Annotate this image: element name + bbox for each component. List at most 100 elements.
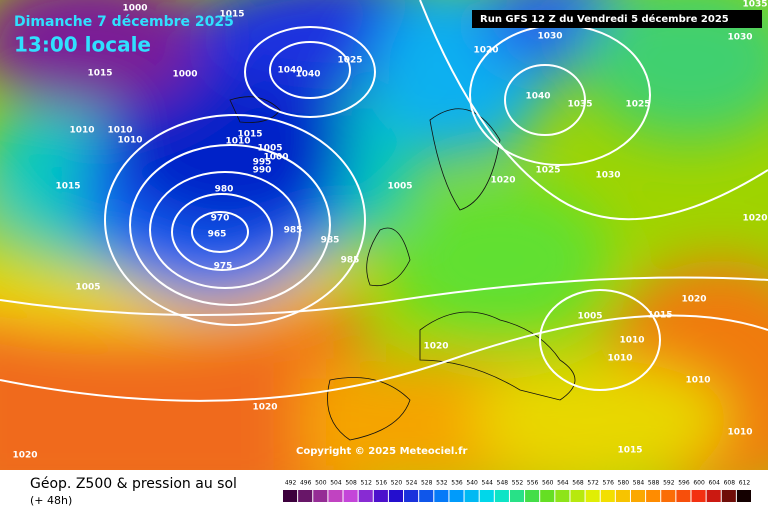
- legend-label: 572: [587, 480, 599, 487]
- isobar-label: 1010: [69, 126, 94, 136]
- isobar-label: 1015: [617, 446, 642, 456]
- legend-swatch: [525, 490, 540, 502]
- isobar-label: 1005: [387, 182, 412, 192]
- isobar-label: 1005: [257, 144, 282, 154]
- legend-swatch: [736, 490, 751, 502]
- legend-swatch: [373, 490, 388, 502]
- isobar-label: 1010: [685, 376, 710, 386]
- isobar-label: 990: [253, 166, 272, 176]
- legend-swatch: [615, 490, 630, 502]
- legend-label: 612: [739, 480, 751, 487]
- legend-swatch: [283, 490, 298, 502]
- isobar-label: 1010: [619, 336, 644, 346]
- isobar-label: 1000: [263, 153, 288, 163]
- legend-swatch: [328, 490, 343, 502]
- isobar-label: 1030: [537, 32, 562, 42]
- isobar-label: 1040: [295, 70, 320, 80]
- isobar-label: 1020: [681, 295, 706, 305]
- isobar-label: 1010: [607, 354, 632, 364]
- isobar-label: 985: [341, 256, 360, 266]
- legend-swatch: [555, 490, 570, 502]
- isobar-label: 970: [211, 214, 230, 224]
- isobar-label: 1020: [490, 176, 515, 186]
- isobar-label: 1015: [55, 182, 80, 192]
- legend-label: 524: [406, 480, 418, 487]
- legend-swatch: [479, 490, 494, 502]
- legend-swatch: [449, 490, 464, 502]
- legend-swatch: [358, 490, 373, 502]
- isobars: [0, 0, 768, 402]
- isobar-label: 1015: [219, 10, 244, 20]
- isobar-label: 1020: [423, 342, 448, 352]
- legend-label: 516: [376, 480, 388, 487]
- isobar-label: 1000: [122, 4, 147, 14]
- isobar-label: 1020: [742, 214, 767, 224]
- isobar-label: 1025: [535, 166, 560, 176]
- legend-swatch: [721, 490, 736, 502]
- legend-swatch: [600, 490, 615, 502]
- legend-label: 588: [648, 480, 660, 487]
- legend-swatch: [343, 490, 358, 502]
- legend-swatch: [388, 490, 404, 502]
- isobar-label: 1040: [525, 92, 550, 102]
- legend-swatch: [570, 490, 585, 502]
- legend-label: 512: [360, 480, 372, 487]
- legend-label: 508: [345, 480, 357, 487]
- legend-label: 500: [315, 480, 327, 487]
- legend-swatch: [661, 490, 676, 502]
- footer-title: Géop. Z500 & pression au sol: [30, 476, 237, 492]
- isobar-label: 1040: [277, 66, 302, 76]
- legend-label: 548: [497, 480, 509, 487]
- legend-label: 532: [436, 480, 448, 487]
- legend-swatch: [706, 490, 721, 502]
- coastlines: [229, 96, 576, 441]
- legend-swatch: [494, 490, 509, 502]
- isobar-label: 1015: [647, 311, 672, 321]
- legend-label: 536: [451, 480, 463, 487]
- footer-lead: (+ 48h): [30, 494, 72, 507]
- isobar-label: 985: [321, 236, 340, 246]
- run-box: [472, 10, 762, 28]
- isobar-label: 1030: [595, 171, 620, 181]
- legend-label: 552: [512, 480, 524, 487]
- legend-swatch: [419, 490, 434, 502]
- isobar-label: 1010: [225, 137, 250, 147]
- legend-swatch: [646, 490, 661, 502]
- isobar-label: 1035: [742, 0, 767, 10]
- legend-label: 492: [285, 480, 297, 487]
- isobar-label: 1015: [87, 69, 112, 79]
- isobar-label: 1035: [567, 100, 592, 110]
- legend-label: 576: [603, 480, 615, 487]
- color-legend: 492 496 500 504 508 512 516 520 524 528 532 536 540 5…: [283, 480, 751, 502]
- legend-swatch: [313, 490, 328, 502]
- isobar-label: 1020: [473, 46, 498, 56]
- isobar-label: 995: [253, 158, 272, 168]
- time: 13:00 locale: [14, 33, 151, 57]
- isobar-label: 1015: [237, 130, 262, 140]
- isobar-label: 1030: [727, 33, 752, 43]
- legend-label: 520: [391, 480, 403, 487]
- legend-label: 556: [527, 480, 539, 487]
- legend-swatch: [676, 490, 691, 502]
- date: Dimanche 7 décembre 2025: [14, 14, 234, 30]
- legend-label: 580: [618, 480, 630, 487]
- legend-label: 560: [542, 480, 554, 487]
- legend-swatch: [540, 490, 555, 502]
- isobar-label: 1020: [12, 451, 37, 461]
- isobar-label: 1020: [252, 403, 277, 413]
- legend-swatch: [691, 490, 706, 502]
- isobar-label: 1005: [577, 312, 602, 322]
- isobar-label: 980: [215, 185, 234, 195]
- legend-label: 604: [708, 480, 720, 487]
- legend-label: 544: [482, 480, 494, 487]
- legend-swatch: [509, 490, 525, 502]
- legend-label: 600: [693, 480, 705, 487]
- legend-swatch: [630, 490, 646, 502]
- isobar-label: 1005: [75, 283, 100, 293]
- legend-swatch: [434, 490, 449, 502]
- legend-label: 584: [633, 480, 645, 487]
- isobar-label: 1010: [107, 126, 132, 136]
- isobar-label: 985: [284, 226, 303, 236]
